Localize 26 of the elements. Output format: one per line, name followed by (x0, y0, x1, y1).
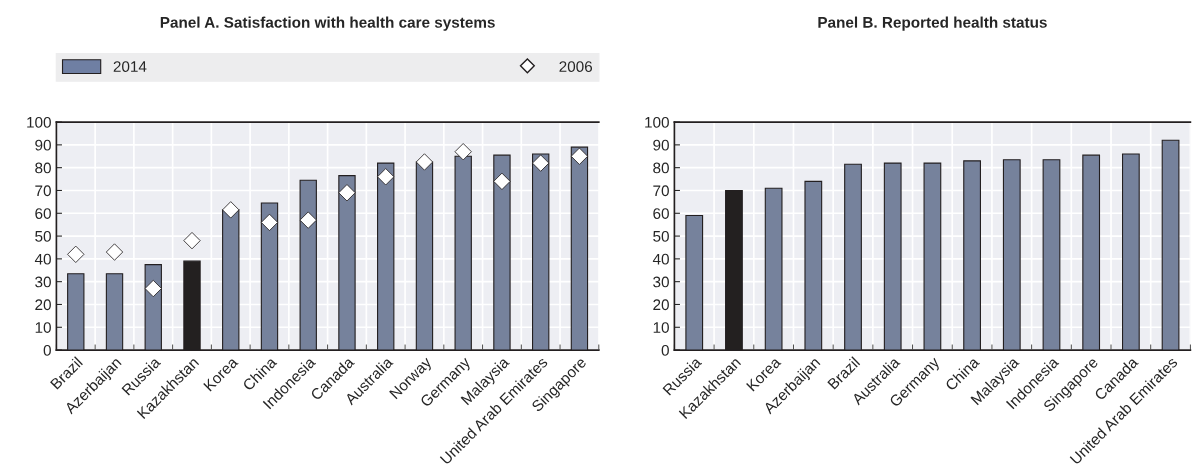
y-tick-label: 30 (653, 276, 669, 288)
chart-title: Panel B. Reported health status (818, 16, 1047, 31)
y-tick-label: 50 (35, 230, 51, 242)
y-tick-label: 0 (661, 344, 669, 356)
y-tick-label: 80 (35, 162, 51, 174)
y-tick-label: 0 (43, 344, 51, 356)
legend-label: 2006 (559, 61, 593, 73)
chart-title: Panel A. Satisfaction with health care systems (160, 16, 495, 31)
y-tick-label: 70 (35, 185, 51, 197)
y-tick-label: 20 (653, 299, 669, 311)
y-tick-label: 90 (35, 139, 51, 151)
y-tick-label: 70 (653, 185, 669, 197)
y-tick-label: 10 (35, 322, 51, 333)
y-tick-label: 60 (35, 208, 51, 219)
y-tick-label: 80 (653, 162, 669, 174)
legend-label: 2014 (113, 61, 147, 73)
y-tick-label: 40 (34, 253, 51, 265)
y-tick-label: 100 (645, 116, 669, 128)
y-tick-label: 60 (653, 208, 669, 219)
y-tick-label: 40 (652, 253, 669, 265)
y-tick-label: 30 (35, 276, 51, 288)
y-tick-label: 100 (27, 116, 51, 128)
y-tick-label: 10 (653, 322, 669, 333)
y-tick-label: 90 (653, 139, 669, 151)
y-tick-label: 20 (35, 299, 51, 311)
y-tick-label: 50 (653, 230, 669, 242)
